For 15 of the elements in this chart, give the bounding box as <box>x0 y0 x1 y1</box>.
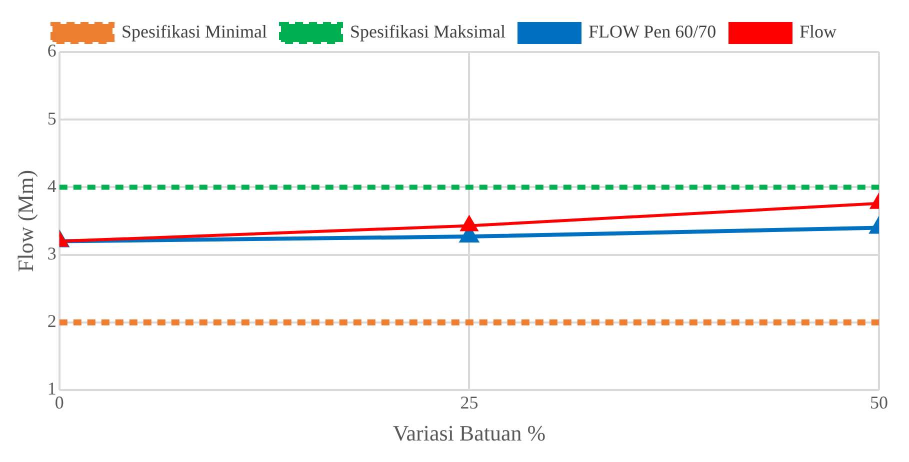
y-axis-title: Flow (Mm) <box>12 170 38 272</box>
x-axis-title: Variasi Batuan % <box>392 420 546 446</box>
y-tick-label: 6 <box>47 40 56 61</box>
legend-label: Spesifikasi Maksimal <box>350 22 506 42</box>
y-tick-label: 2 <box>47 311 56 332</box>
y-tick-label: 3 <box>47 244 56 264</box>
x-tick-label: 0 <box>54 392 64 413</box>
y-tick-label: 5 <box>47 108 56 128</box>
legend-label: Flow <box>799 22 836 42</box>
x-tick-label: 25 <box>460 392 478 413</box>
legend-label: FLOW Pen 60/70 <box>588 22 716 42</box>
legend-label: Spesifikasi Minimal <box>122 22 268 42</box>
x-tick-label: 50 <box>870 392 888 413</box>
y-tick-label: 4 <box>47 176 56 196</box>
y-tick-label: 1 <box>47 378 56 399</box>
